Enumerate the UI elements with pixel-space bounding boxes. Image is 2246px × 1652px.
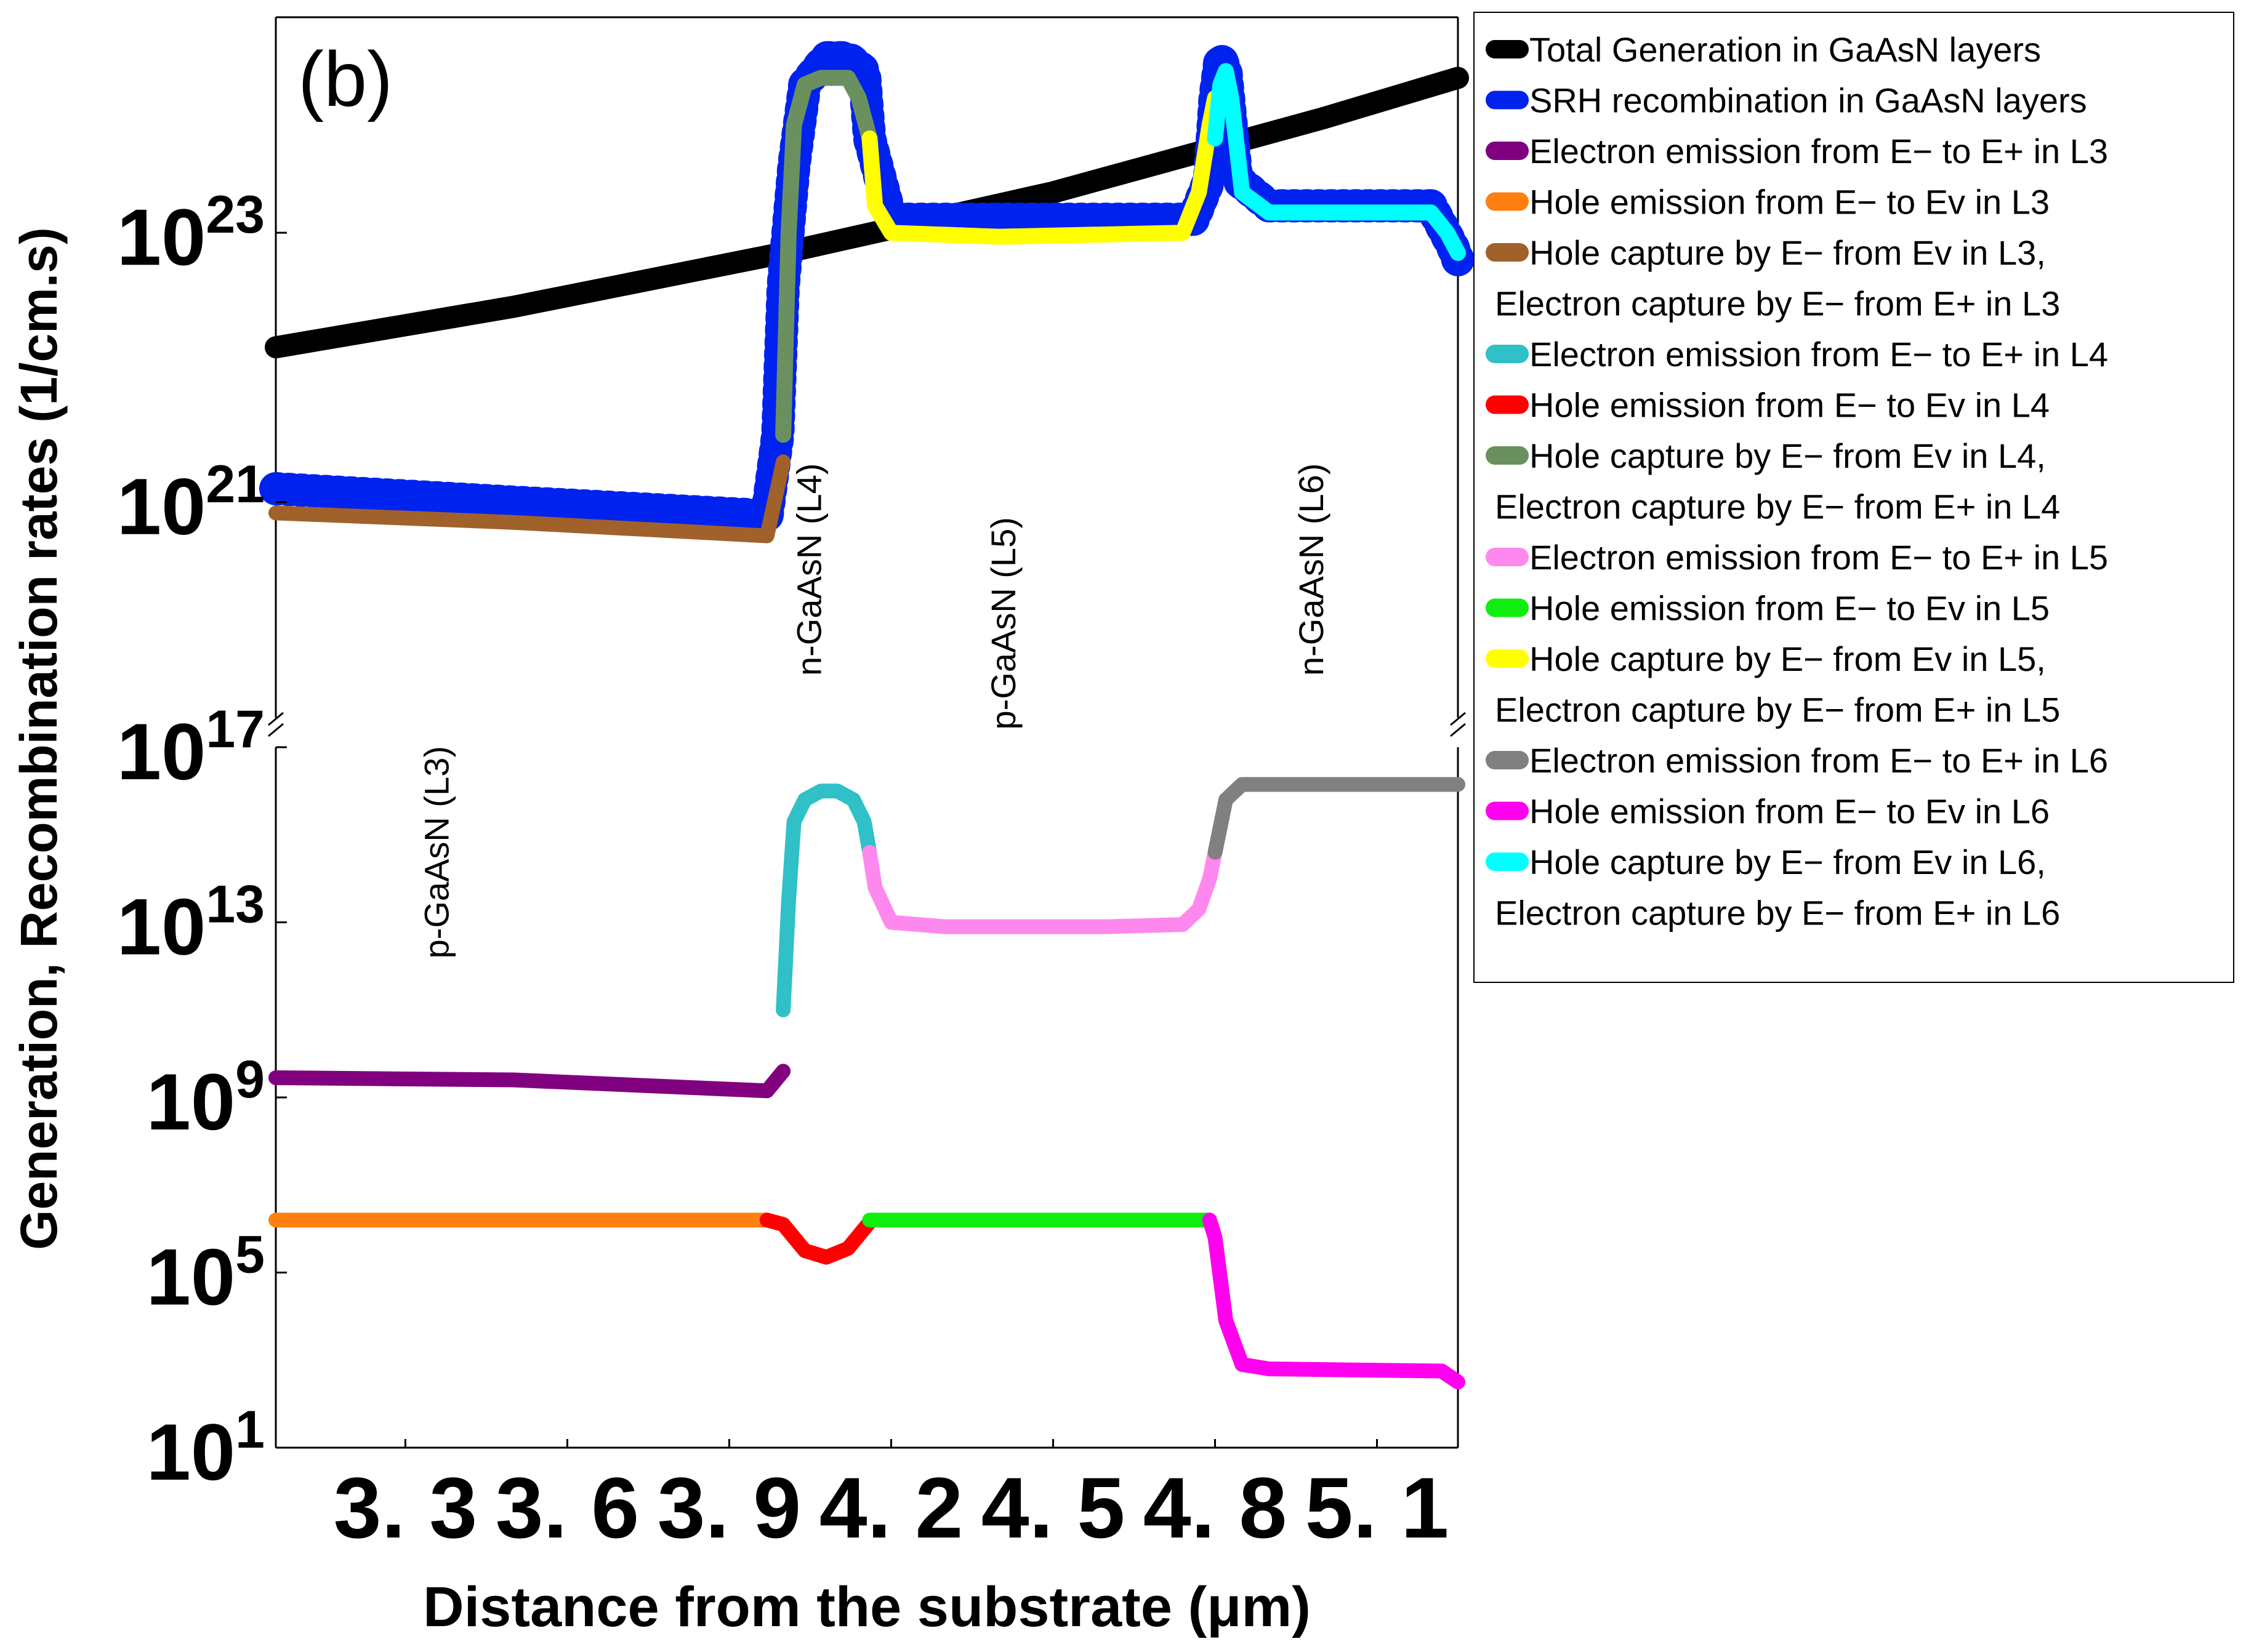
series-5-line [268, 454, 791, 543]
y-tick-label-4: 1013 [117, 875, 265, 972]
legend-label-12: Electron emission from E− to E+ in L6 [1529, 741, 2108, 780]
legend: Total Generation in GaAsN layers SRH reco… [1486, 30, 2108, 932]
legend-label-8: Hole capture by E− from Ev in L4, [1529, 436, 2046, 475]
legend-label-6: Electron emission from E− to E+ in L4 [1529, 335, 2108, 374]
series-14-line-overlay [1207, 63, 1466, 261]
series-9-line [862, 844, 1223, 934]
legend-label-7: Hole emission from E− to Ev in L4 [1529, 386, 2050, 425]
y-axis-ticks: 101 105 109 1013 1017 1021 1023 [117, 185, 287, 1497]
region-label-1: p-GaAsN (L3) [417, 746, 456, 958]
legend-label-3: Electron emission from E− to E+ in L3 [1529, 132, 2108, 170]
y-tick-label-5: 1017 [117, 700, 265, 796]
y-tick-label-1: 101 [147, 1400, 265, 1497]
series-3-line [268, 1064, 791, 1099]
x-axis-label: Distance from the substrate (μm) [423, 1576, 1311, 1638]
legend-label-1: Total Generation in GaAsN layers [1529, 30, 2041, 69]
axis-break-left-2 [268, 723, 284, 737]
series-12-line [1207, 777, 1465, 860]
legend-label-14: Hole capture by E− from Ev in L6, [1529, 843, 2046, 881]
series-layer [259, 41, 1475, 1390]
x-tick-label-2: 3. 6 [496, 1459, 640, 1556]
x-tick-label-5: 4. 5 [981, 1459, 1125, 1556]
axis-break-right-1 [1450, 712, 1466, 726]
legend-box [1473, 12, 2234, 983]
y-tick-label-7: 1023 [117, 185, 265, 282]
legend-label-10: Hole emission from E− to Ev in L5 [1529, 589, 2050, 628]
x-tick-label-7: 5. 1 [1305, 1459, 1449, 1556]
region-label-4: n-GaAsN (L6) [1292, 463, 1330, 676]
axis-break-right-2 [1450, 723, 1466, 737]
legend-label-11-line2: Electron capture by E− from E+ in L5 [1495, 691, 2060, 729]
x-tick-label-4: 4. 2 [819, 1459, 964, 1556]
axis-break-left-1 [268, 712, 284, 726]
y-tick-label-2: 105 [147, 1225, 265, 1322]
plot-frame [268, 16, 1466, 1449]
legend-label-2: SRH recombination in GaAsN layers [1529, 81, 2087, 120]
panel-label: (b) [298, 36, 393, 122]
region-labels: p-GaAsN (L3) n-GaAsN (L4) p-GaAsN (L5) n-Ga… [417, 463, 1330, 959]
legend-label-14-line2: Electron capture by E− from E+ in L6 [1495, 894, 2060, 932]
legend-label-5-line2: Electron capture by E− from E+ in L3 [1495, 284, 2060, 323]
x-tick-label-6: 4. 8 [1143, 1459, 1287, 1556]
x-tick-label-3: 3. 9 [658, 1459, 802, 1556]
series-6-line [776, 784, 877, 1017]
legend-label-11: Hole capture by E− from Ev in L5, [1529, 640, 2046, 678]
series-7-line [759, 1213, 877, 1265]
region-label-3: p-GaAsN (L5) [984, 517, 1023, 729]
series-13-line [1202, 1213, 1465, 1390]
series-8-line-overlay [775, 70, 878, 443]
x-axis-ticks: 3. 3 3. 6 3. 9 4. 2 4. 5 4. 8 5. 1 [334, 1439, 1449, 1556]
legend-label-4: Hole emission from E− to Ev in L3 [1529, 183, 2050, 222]
y-tick-label-3: 109 [147, 1050, 265, 1147]
legend-label-13: Hole emission from E− to Ev in L6 [1529, 792, 2050, 831]
region-label-2: n-GaAsN (L4) [790, 463, 829, 676]
y-axis-label: Generation, Recombination rates (1/cm.s) [10, 227, 68, 1250]
legend-label-5: Hole capture by E− from Ev in L3, [1529, 233, 2046, 272]
y-tick-label-6: 1021 [117, 455, 265, 551]
x-tick-label-1: 3. 3 [334, 1459, 478, 1556]
legend-label-8-line2: Electron capture by E− from E+ in L4 [1495, 487, 2060, 526]
legend-label-9: Electron emission from E− to E+ in L5 [1529, 538, 2108, 577]
